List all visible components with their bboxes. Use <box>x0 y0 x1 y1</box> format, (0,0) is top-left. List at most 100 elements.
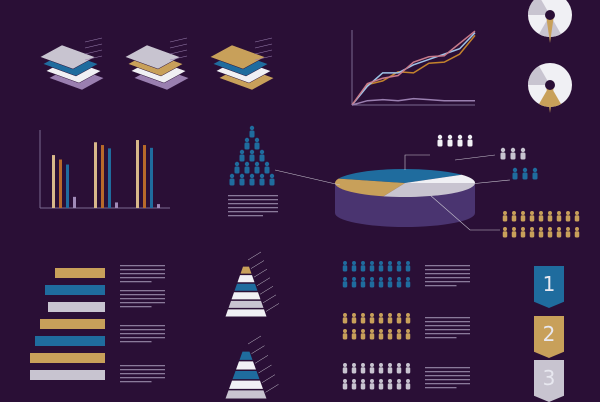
person-icon <box>378 281 384 288</box>
pyramid-band <box>236 361 256 370</box>
person-icon <box>387 383 393 390</box>
callout-line <box>454 154 496 161</box>
person-icon <box>360 333 366 340</box>
connector-line <box>254 49 273 55</box>
person-icon <box>512 227 516 231</box>
person-icon <box>405 265 411 272</box>
pie-slice <box>335 178 405 197</box>
person-icon <box>538 231 544 238</box>
ribbon-bar <box>40 319 105 329</box>
person-icon <box>512 172 518 180</box>
callout-line <box>256 277 271 286</box>
text-line <box>120 273 165 275</box>
person-icon <box>520 147 526 153</box>
text-line <box>425 285 457 287</box>
person-icon <box>530 227 534 231</box>
bar <box>143 145 146 208</box>
line-series-1 <box>351 32 476 106</box>
person-icon <box>467 134 473 140</box>
person-icon <box>370 379 374 383</box>
text-line <box>120 281 152 283</box>
person-icon <box>360 383 366 390</box>
person-icon <box>369 333 375 340</box>
person-icon <box>532 167 538 173</box>
text-line <box>425 329 470 331</box>
person-icon <box>259 149 265 155</box>
person-icon <box>379 379 383 383</box>
text-line <box>120 329 165 331</box>
text-line <box>228 207 278 209</box>
text-line <box>120 265 165 267</box>
person-icon <box>379 329 383 333</box>
pyramid-band <box>225 390 267 399</box>
person-icon <box>532 172 538 180</box>
bar <box>136 140 139 208</box>
connector-line <box>84 49 103 55</box>
person-icon <box>351 317 357 324</box>
person-icon <box>437 139 443 147</box>
gauge-pointer <box>546 15 554 43</box>
person-icon <box>406 379 410 383</box>
connector-line <box>84 37 103 43</box>
person-icon <box>239 149 245 155</box>
pie-slice <box>338 169 462 183</box>
person-icon <box>547 215 553 222</box>
person-icon <box>388 379 392 383</box>
person-icon <box>529 231 535 238</box>
person-icon <box>352 329 356 333</box>
person-icon <box>379 313 383 317</box>
text-line <box>120 365 165 367</box>
person-icon <box>360 265 366 272</box>
callout-line <box>274 169 341 186</box>
person-icon <box>244 142 250 150</box>
person-icon <box>342 333 348 340</box>
bar <box>101 145 104 208</box>
text-line <box>120 302 165 304</box>
person-icon <box>254 161 260 167</box>
person-icon <box>387 333 393 340</box>
person-icon <box>361 379 365 383</box>
text-line <box>228 211 278 213</box>
connector-line <box>254 37 273 43</box>
person-icon <box>405 333 411 340</box>
text-line <box>120 373 165 375</box>
bar <box>52 155 55 208</box>
person-icon <box>510 147 516 153</box>
person-icon <box>387 317 393 324</box>
person-icon <box>343 329 347 333</box>
connector-line <box>169 37 188 43</box>
person-icon <box>406 329 410 333</box>
pyramid-band <box>229 380 263 389</box>
text-line <box>120 337 165 339</box>
person-icon <box>521 211 525 215</box>
person-icon <box>503 211 507 215</box>
callout-line <box>253 268 268 278</box>
person-icon <box>239 178 245 186</box>
person-icon <box>388 329 392 333</box>
text-line <box>120 369 165 371</box>
person-icon <box>259 154 265 162</box>
person-icon <box>388 313 392 317</box>
text-line <box>120 333 165 335</box>
pyramid-band <box>234 283 258 291</box>
ribbon-bar <box>45 285 105 295</box>
person-icon <box>520 231 526 238</box>
person-icon <box>388 277 392 281</box>
person-icon <box>264 166 270 174</box>
text-line <box>120 269 165 271</box>
ribbon-bar <box>30 370 105 380</box>
pie-slice <box>383 183 475 197</box>
text-line <box>120 290 165 292</box>
person-icon <box>369 317 375 324</box>
person-icon <box>388 363 392 367</box>
pie-slice <box>405 174 475 183</box>
ribbon-bar <box>30 353 105 363</box>
badge-1: 1 <box>534 266 564 308</box>
bar <box>108 148 111 208</box>
gauge-hub <box>545 10 555 20</box>
person-icon <box>556 215 562 222</box>
person-icon <box>529 215 535 222</box>
text-line <box>425 387 457 389</box>
person-icon <box>447 139 453 147</box>
